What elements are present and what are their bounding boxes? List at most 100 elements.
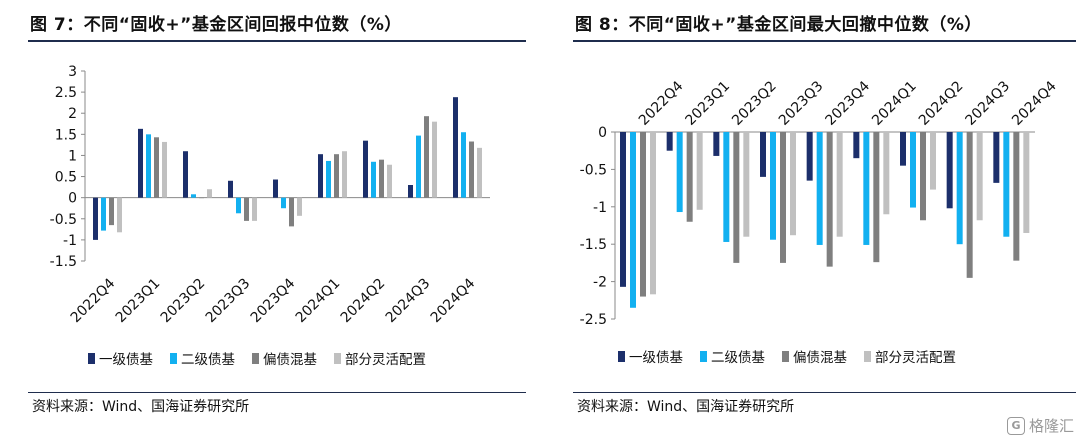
- returns-bar-chart: 32.521.510.50-0.5-1-1.52022Q42023Q12023Q…: [50, 64, 490, 368]
- x-tick-label: 2023Q3: [776, 78, 827, 129]
- bar-2023Q4-一级债基: [806, 132, 813, 181]
- bar-2023Q1-一级债基: [138, 128, 143, 198]
- bar-2023Q2-一级债基: [183, 151, 188, 198]
- x-tick-label: 2023Q1: [683, 78, 734, 129]
- y-tick-label: 2: [68, 106, 77, 122]
- figure-title: 图 7：不同“固收+”基金区间回报中位数（%）: [30, 15, 402, 35]
- source-rule: [573, 392, 1076, 393]
- bar-2024Q1-偏债混基: [873, 132, 880, 263]
- bar-2023Q2-一级债基: [713, 132, 720, 156]
- x-tick-label: 2023Q4: [823, 78, 874, 129]
- legend-swatch: [170, 353, 177, 364]
- figure-8-panel: 图 8：不同“固收+”基金区间最大回撤中位数（%） 0 -0.5 -1 -1.5 -2 -…: [545, 0, 1080, 442]
- bar-2024Q4-二级债基: [461, 132, 466, 198]
- bar-2024Q3-一级债基: [408, 185, 413, 198]
- legend-swatch: [864, 351, 871, 362]
- y-tick-label: 0: [68, 191, 77, 207]
- y-tick-label: 0: [598, 125, 607, 141]
- bar-2023Q2-偏债混基: [199, 197, 204, 199]
- y-tick-label: -0.5: [580, 162, 607, 178]
- x-tick-label: 2023Q2: [158, 276, 209, 327]
- x-tick-label: 2023Q1: [113, 276, 164, 327]
- x-tick-label: 2023Q2: [729, 78, 780, 129]
- bar-2024Q3-一级债基: [946, 132, 953, 209]
- bar-2023Q3-二级债基: [770, 132, 776, 240]
- x-tick-label: 2022Q4: [68, 275, 119, 326]
- bar-2023Q4-偏债混基: [289, 197, 294, 227]
- bar-2023Q1-部分灵活配置: [696, 132, 703, 210]
- legend-label: 偏债混基: [793, 349, 847, 366]
- bar-2023Q1-一级债基: [666, 132, 673, 151]
- legend-label: 部分灵活配置: [345, 352, 426, 368]
- bar-2024Q2-部分灵活配置: [387, 164, 392, 198]
- y-tick-label: -1: [593, 200, 607, 216]
- bar-2024Q2-一级债基: [900, 132, 906, 166]
- legend-label: 一级债基: [99, 351, 153, 368]
- bar-2024Q3-二级债基: [416, 135, 421, 198]
- bar-2023Q4-一级债基: [273, 179, 278, 198]
- bar-2023Q1-二级债基: [676, 132, 683, 213]
- bar-2023Q2-部分灵活配置: [743, 132, 750, 237]
- y-tick-label: 1.5: [55, 127, 77, 143]
- bar-2023Q2-部分灵活配置: [207, 189, 212, 198]
- bar-2024Q4-部分灵活配置: [477, 147, 482, 198]
- x-tick-label: 2024Q2: [916, 78, 967, 129]
- bar-2023Q3-部分灵活配置: [790, 132, 796, 236]
- bar-2023Q4-二级债基: [281, 197, 286, 209]
- bar-2024Q1-一级债基: [853, 132, 860, 159]
- bar-2024Q4-二级债基: [1003, 132, 1010, 237]
- x-tick-label: 2024Q4: [428, 275, 479, 326]
- legend-label: 部分灵活配置: [875, 350, 956, 366]
- legend-label: 一级债基: [629, 349, 683, 366]
- x-tick-label: 2024Q3: [383, 276, 434, 327]
- bar-2022Q4-部分灵活配置: [650, 132, 656, 295]
- bar-2023Q4-部分灵活配置: [836, 132, 843, 237]
- bar-2024Q4-偏债混基: [469, 141, 474, 198]
- x-tick-label: 2022Q4: [636, 78, 687, 129]
- y-tick-label: -0.5: [50, 212, 77, 228]
- bar-2024Q1-偏债混基: [334, 154, 339, 198]
- bar-2023Q3-偏债混基: [244, 197, 249, 221]
- y-tick-label: -1: [63, 233, 77, 249]
- bar-2023Q1-二级债基: [146, 134, 151, 198]
- legend-swatch: [252, 353, 259, 364]
- bar-2024Q2-二级债基: [910, 132, 916, 208]
- bar-2024Q2-二级债基: [371, 161, 376, 198]
- title-rule: [28, 40, 526, 42]
- bar-2022Q4-偏债混基: [640, 132, 646, 297]
- bar-2023Q2-二级债基: [191, 194, 196, 198]
- bar-2024Q4-一级债基: [453, 97, 458, 198]
- bar-2024Q1-一级债基: [318, 154, 323, 198]
- bar-2022Q4-二级债基: [630, 132, 636, 308]
- watermark-text: 格隆汇: [1028, 417, 1074, 435]
- bar-2024Q3-二级债基: [956, 132, 963, 245]
- x-tick-label: 2024Q2: [338, 276, 389, 327]
- bar-2022Q4-一级债基: [620, 132, 626, 287]
- x-tick-label: 2023Q4: [248, 275, 299, 326]
- bar-2023Q3-偏债混基: [780, 132, 786, 263]
- source-rule: [28, 392, 526, 393]
- bar-2024Q2-一级债基: [363, 140, 368, 198]
- y-tick-label: 0.5: [55, 170, 77, 186]
- legend-swatch: [334, 353, 341, 364]
- x-tick-label: 2024Q1: [293, 276, 344, 327]
- bar-2023Q3-二级债基: [236, 197, 241, 214]
- bar-2024Q1-二级债基: [863, 132, 870, 245]
- bar-2024Q3-偏债混基: [424, 116, 429, 198]
- x-tick-label: 2024Q1: [869, 78, 920, 129]
- bar-2024Q1-部分灵活配置: [883, 132, 890, 215]
- y-tick-label: 3: [68, 64, 77, 80]
- bar-2023Q2-二级债基: [723, 132, 730, 242]
- bar-2023Q3-一级债基: [760, 132, 766, 177]
- bar-2022Q4-偏债混基: [109, 197, 114, 226]
- watermark-logo-icon: G: [1006, 416, 1025, 435]
- bar-2023Q1-偏债混基: [154, 137, 159, 198]
- x-tick-label: 2024Q3: [963, 78, 1014, 129]
- legend-label: 二级债基: [181, 351, 235, 368]
- source-note: 资料来源：Wind、国海证券研究所: [32, 399, 250, 415]
- bar-2023Q1-偏债混基: [686, 132, 693, 222]
- bar-2024Q1-部分灵活配置: [342, 151, 347, 198]
- bar-2024Q3-部分灵活配置: [432, 121, 437, 198]
- drawdown-bar-chart: 0-0.5-1-1.5-2-2.52022Q42023Q12023Q22023Q…: [580, 78, 1060, 366]
- bar-2024Q3-偏债混基: [966, 132, 973, 278]
